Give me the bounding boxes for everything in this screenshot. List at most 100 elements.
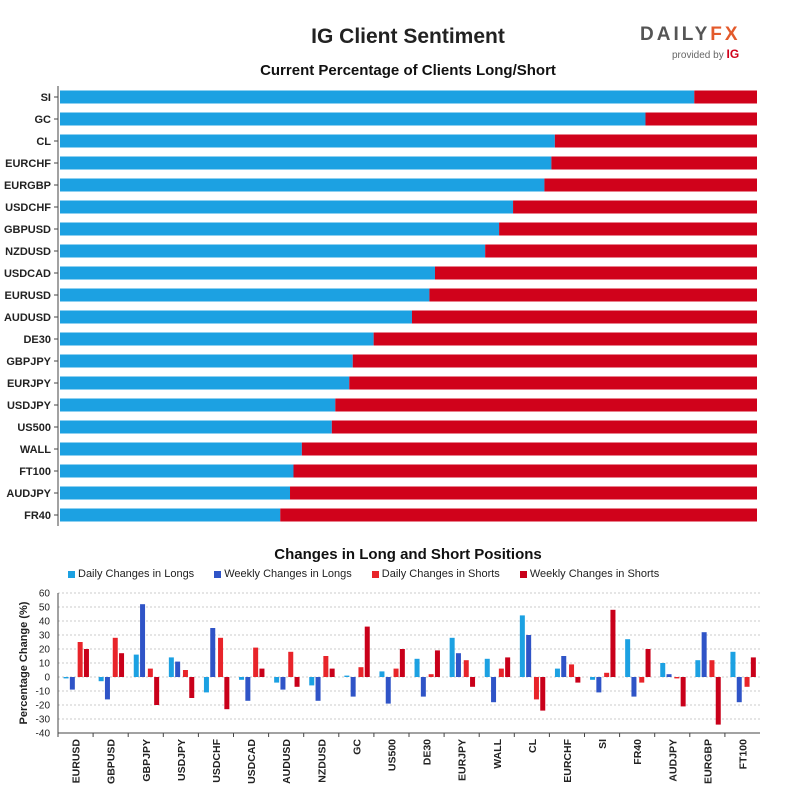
change-bar-us500-s2 — [393, 668, 399, 677]
legend-swatch-daily-longs — [68, 570, 75, 578]
change-bar-fr40-s1 — [631, 677, 637, 697]
change-bar-eurjpy-s2 — [463, 660, 469, 677]
change-bar-audjpy-s2 — [674, 677, 680, 679]
sentiment-tick-label: EURUSD — [5, 290, 52, 302]
sentiment-tick-label: SI — [41, 92, 51, 104]
change-bar-usdcad-s1 — [245, 677, 251, 701]
short-bar-usdcad — [434, 266, 757, 280]
sentiment-tick-label: CL — [36, 136, 51, 148]
change-bar-usdjpy-s1 — [175, 661, 181, 677]
long-bar-de30 — [60, 332, 374, 346]
y-tick-label: -20 — [36, 701, 51, 712]
long-bar-ft100 — [60, 464, 294, 478]
change-bar-nzdusd-s3 — [329, 668, 335, 677]
sentiment-tick-label: GBPJPY — [6, 356, 51, 368]
long-bar-gbpjpy — [60, 354, 353, 368]
short-bar-eurusd — [429, 288, 757, 302]
sentiment-tick-label: EURJPY — [7, 378, 52, 390]
y-tick-label: 50 — [39, 603, 51, 614]
long-bar-gc — [60, 112, 646, 126]
change-bar-cl-s3 — [540, 677, 546, 711]
change-bar-si-s3 — [610, 609, 616, 677]
change-bar-usdchf-s0 — [203, 677, 209, 693]
change-bar-audusd-s1 — [280, 677, 286, 690]
sentiment-tick-label: GC — [35, 114, 52, 126]
change-bar-eurchf-s1 — [561, 656, 567, 677]
change-bar-us500-s3 — [399, 649, 405, 677]
legend-swatch-weekly-shorts — [519, 570, 527, 578]
x-tick-label: AUDJPY — [667, 739, 679, 782]
change-bar-gc-s0 — [344, 675, 350, 677]
short-bar-gbpusd — [499, 222, 757, 236]
change-bar-nzdusd-s0 — [309, 677, 315, 686]
long-bar-eurchf — [60, 156, 552, 170]
logo-prefix: DAILY — [640, 24, 711, 45]
logo-ig: IG — [726, 47, 740, 61]
change-bar-gc-s1 — [350, 677, 356, 697]
x-tick-label: EURCHF — [562, 738, 574, 782]
change-bar-ft100-s3 — [750, 657, 756, 677]
change-bar-gbpjpy-s0 — [133, 654, 139, 677]
change-bar-usdjpy-s2 — [182, 670, 188, 677]
change-bar-cl-s2 — [533, 677, 539, 700]
long-bar-audjpy — [60, 486, 291, 500]
short-bar-eurgbp — [544, 178, 757, 192]
long-bar-us500 — [60, 420, 332, 434]
change-bar-usdcad-s2 — [253, 647, 259, 677]
change-bar-usdchf-s1 — [210, 628, 216, 677]
change-bar-usdjpy-s0 — [168, 657, 174, 677]
change-bar-eurchf-s3 — [575, 677, 581, 683]
change-bar-gbpusd-s2 — [112, 637, 118, 677]
page-title: IG Client Sentiment — [311, 25, 505, 48]
change-bar-eurusd-s1 — [69, 677, 75, 690]
change-bar-gbpusd-s0 — [98, 677, 104, 682]
change-bar-eurusd-s2 — [77, 642, 83, 677]
short-bar-gc — [645, 112, 757, 126]
long-bar-usdcad — [60, 266, 435, 280]
change-bar-de30-s3 — [434, 650, 440, 677]
x-tick-label: FT100 — [737, 739, 749, 770]
change-bar-gc-s3 — [364, 626, 370, 677]
logo-suffix: FX — [710, 24, 741, 45]
sentiment-tick-label: FT100 — [19, 466, 51, 478]
long-bar-wall — [60, 442, 302, 456]
sentiment-tick-label: NZDUSD — [5, 246, 51, 258]
change-bar-audusd-s0 — [274, 677, 280, 683]
change-bar-wall-s2 — [498, 668, 504, 677]
short-bar-us500 — [331, 420, 757, 434]
change-bar-eurchf-s0 — [554, 668, 560, 677]
legend-label: Weekly Changes in Longs — [224, 568, 352, 580]
short-bar-usdjpy — [335, 398, 757, 412]
change-bar-cl-s0 — [519, 615, 525, 677]
sentiment-tick-label: USDCHF — [5, 202, 51, 214]
change-bar-si-s1 — [596, 677, 602, 693]
x-tick-label: DE30 — [422, 739, 434, 765]
logo-provided-text: provided by — [672, 50, 724, 61]
x-tick-label: AUDUSD — [281, 739, 293, 784]
short-bar-audusd — [411, 310, 757, 324]
long-bar-eurusd — [60, 288, 430, 302]
change-bar-eurusd-s3 — [83, 649, 89, 677]
short-bar-cl — [554, 134, 757, 148]
legend-swatch-weekly-longs — [214, 570, 222, 578]
short-bar-ft100 — [293, 464, 757, 478]
change-bar-nzdusd-s2 — [323, 656, 329, 677]
x-tick-label: GBPUSD — [106, 739, 118, 784]
short-bar-wall — [301, 442, 757, 456]
short-bar-eurchf — [551, 156, 757, 170]
legend-item-daily-shorts: Daily Changes in Shorts — [371, 568, 500, 580]
change-bar-wall-s1 — [491, 677, 497, 703]
x-tick-label: US500 — [386, 739, 398, 771]
change-bar-de30-s0 — [414, 658, 420, 677]
y-tick-label: 20 — [39, 645, 51, 656]
change-bar-eurusd-s0 — [63, 677, 69, 679]
change-bar-audjpy-s0 — [660, 663, 666, 677]
change-bar-ft100-s1 — [736, 677, 742, 703]
short-bar-audjpy — [290, 486, 757, 500]
legend-item-weekly-shorts: Weekly Changes in Shorts — [519, 568, 659, 580]
short-bar-eurjpy — [349, 376, 757, 390]
sentiment-tick-label: GBPUSD — [4, 224, 51, 236]
change-bar-nzdusd-s1 — [315, 677, 321, 701]
